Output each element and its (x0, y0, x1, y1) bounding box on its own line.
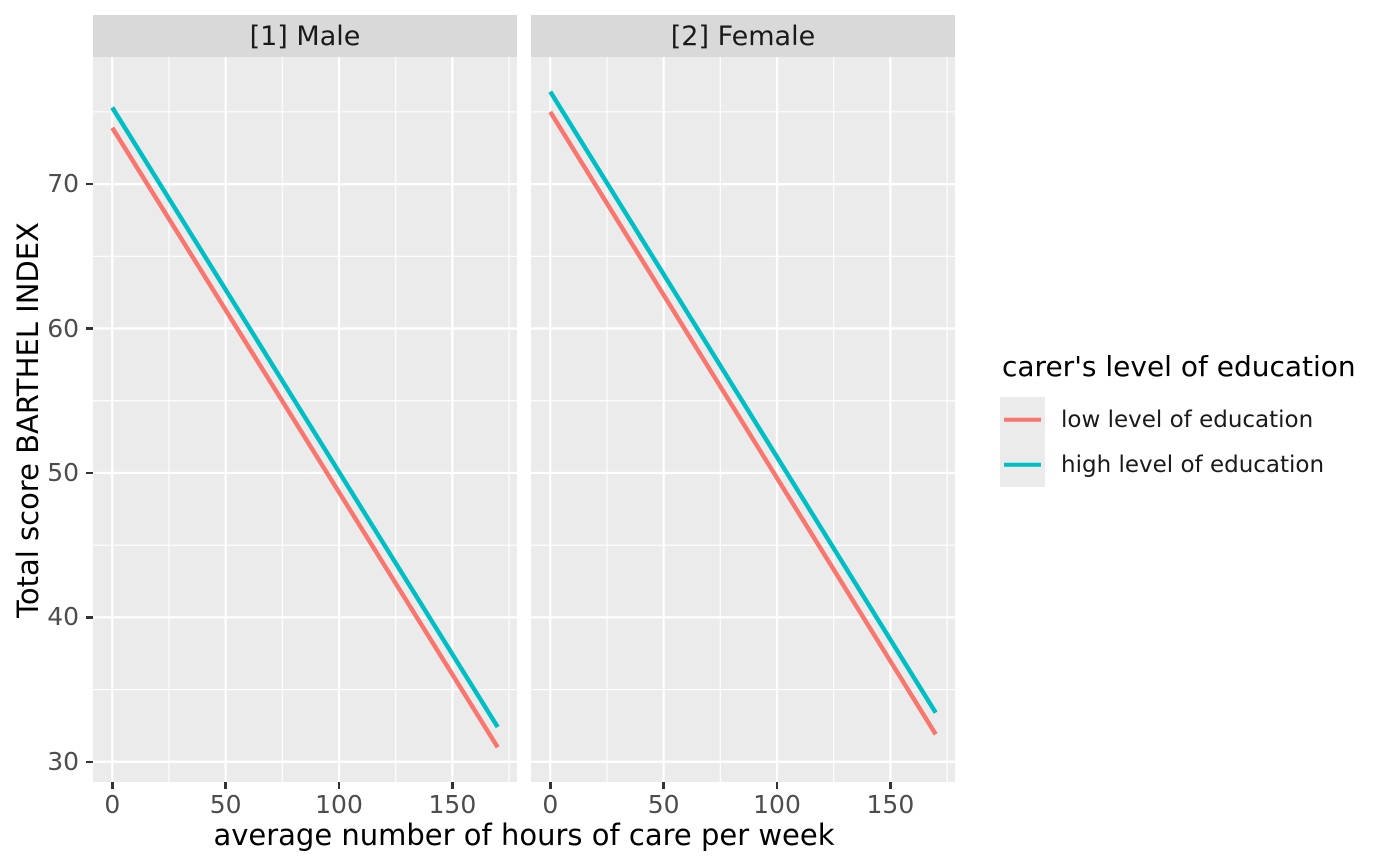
legend-entry-label: high level of education (1061, 451, 1325, 478)
legend-key-box (1000, 442, 1045, 487)
legend-entry-high: high level of education (1000, 442, 1390, 487)
legend-entry-label: low level of education (1061, 406, 1314, 433)
facet-male: [1] Male 0 50 100 150 (93, 0, 517, 866)
x-tick-mark (775, 782, 779, 789)
plot-panel-male (93, 57, 517, 782)
y-tick-mark (86, 616, 93, 619)
x-tick-label: 50 (209, 790, 242, 819)
line-plot-female (531, 57, 955, 782)
x-tick-mark (549, 782, 552, 789)
y-tick-mark (86, 471, 93, 475)
facet-female: [2] Female 0 50 100 150 (531, 0, 955, 866)
x-tick-label: 50 (647, 790, 680, 819)
x-tick-label: 0 (104, 790, 121, 819)
high-education-line-swatch-icon (1004, 462, 1041, 467)
x-tick-mark (451, 782, 454, 789)
y-tick-label: 40 (47, 602, 79, 632)
x-tick-label: 100 (315, 790, 363, 819)
x-tick-mark (337, 782, 341, 789)
x-axis-male: 0 50 100 150 (93, 782, 517, 832)
trend-line (548, 110, 938, 736)
facet-strip-label: [2] Female (670, 20, 816, 52)
facet-strip-male: [1] Male (93, 15, 517, 57)
y-tick-mark (86, 327, 93, 330)
trend-line (110, 106, 500, 729)
x-axis-female: 0 50 100 150 (531, 782, 955, 832)
x-tick-mark (111, 782, 114, 789)
y-tick-mark (86, 182, 93, 186)
x-tick-label: 0 (542, 790, 559, 819)
y-tick-label: 30 (47, 746, 79, 776)
x-tick-label: 150 (428, 790, 477, 819)
low-education-line-swatch-icon (1004, 417, 1041, 422)
legend-keys: low level of education high level of edu… (1000, 397, 1390, 487)
x-axis-title: average number of hours of care per week (213, 818, 835, 852)
y-tick-mark (86, 760, 93, 764)
legend: carer's level of education low level of … (1000, 350, 1390, 487)
y-tick-label: 60 (47, 313, 79, 343)
x-tick-mark (889, 782, 892, 789)
x-tick-mark (662, 782, 665, 789)
x-tick-label: 100 (753, 790, 801, 819)
x-tick-label: 150 (866, 790, 915, 819)
line-plot-male (93, 57, 517, 782)
facet-strip-female: [2] Female (531, 15, 955, 57)
x-tick-mark (224, 782, 227, 789)
y-tick-label: 50 (47, 457, 79, 487)
trend-line (110, 126, 500, 749)
trend-line (548, 90, 938, 714)
plot-panel-female (531, 57, 955, 782)
legend-title: carer's level of education (1002, 350, 1356, 383)
y-tick-label: 70 (47, 169, 79, 199)
legend-entry-low: low level of education (1000, 397, 1390, 442)
y-axis: 30 40 50 60 70 (0, 57, 93, 782)
facet-strip-label: [1] Male (249, 20, 361, 52)
legend-key-box (1000, 397, 1045, 442)
